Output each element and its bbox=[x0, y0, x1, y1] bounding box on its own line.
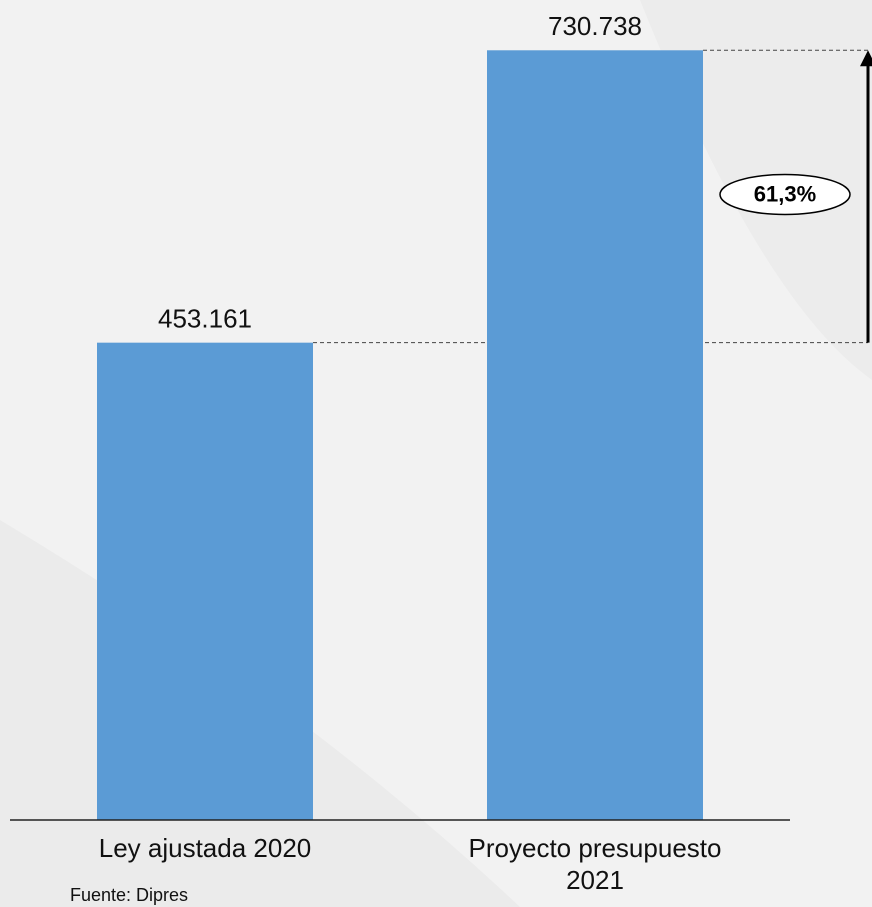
annotation-bubble bbox=[719, 173, 851, 216]
bar bbox=[487, 50, 703, 820]
bar bbox=[97, 342, 313, 820]
x-tick-label: Proyecto presupuesto 2021 bbox=[468, 833, 722, 895]
x-tick-label: Ley ajustada 2020 bbox=[98, 833, 312, 863]
source-note: Fuente: Dipres bbox=[70, 885, 188, 905]
arrow-head bbox=[860, 50, 872, 67]
value-label: 453.161 bbox=[158, 304, 252, 334]
value-label: 730.738 bbox=[548, 11, 642, 41]
annotation: 61,3% bbox=[754, 181, 816, 206]
